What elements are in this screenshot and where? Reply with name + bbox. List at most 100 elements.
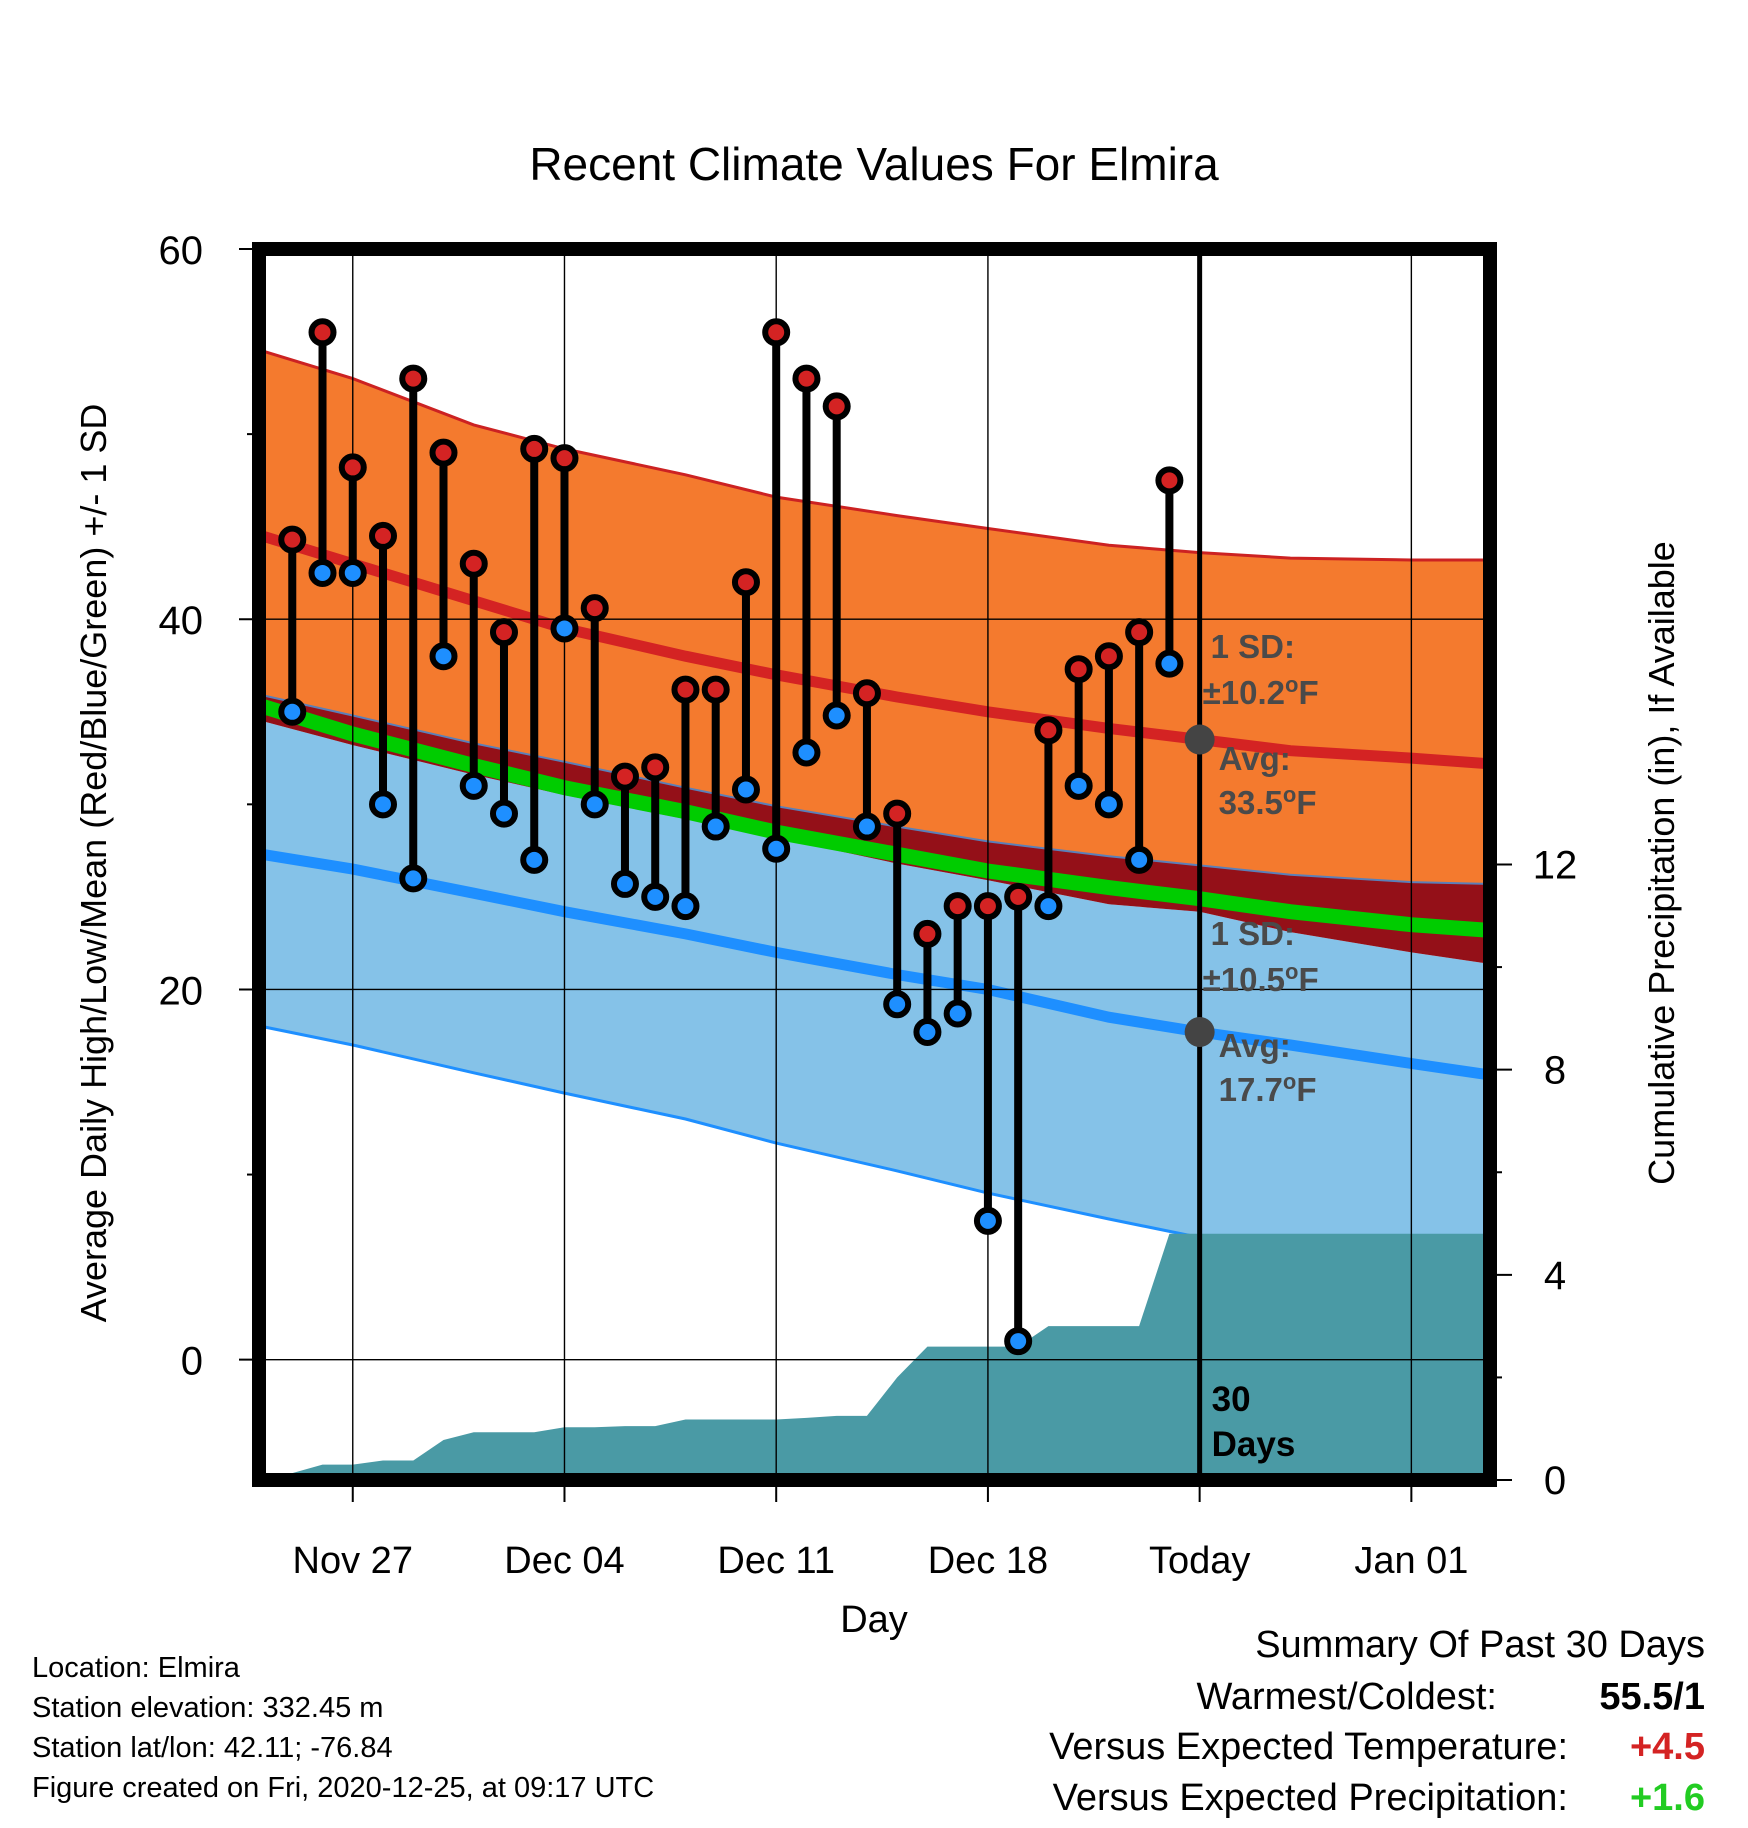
high-point (1034, 716, 1063, 745)
low-point (822, 701, 851, 730)
footer-location: Location: Elmira (32, 1652, 241, 1684)
y-tick-label: 60 (159, 229, 204, 273)
low-point (1034, 892, 1063, 921)
low-point (278, 697, 307, 726)
summary-temp-value: +4.5 (1630, 1726, 1705, 1768)
low-avg-marker (1184, 1017, 1215, 1048)
high-point (671, 675, 700, 704)
x-tick-label: Jan 01 (1354, 1540, 1468, 1582)
high-point (429, 438, 458, 467)
low-avg-value: 17.7oF (1219, 1069, 1317, 1109)
y-tick-label: 20 (159, 969, 204, 1013)
low-point (399, 864, 428, 893)
high-point (731, 568, 760, 597)
high-point (1004, 882, 1033, 911)
high-point (1155, 466, 1184, 495)
y-tick-label: 40 (159, 599, 204, 643)
low-point (731, 775, 760, 804)
x-tick-label: Nov 27 (293, 1540, 413, 1582)
high-point (792, 364, 821, 393)
low-point (883, 990, 912, 1019)
low-point (973, 1206, 1002, 1235)
y-axis-label: Average Daily High/Low/Mean (Red/Blue/Gr… (73, 404, 114, 1323)
footer-info: Location: Elmira Station elevation: 332.… (32, 1652, 654, 1804)
low-point (641, 882, 670, 911)
high-point (278, 525, 307, 554)
today-days-label: Days (1212, 1425, 1296, 1464)
low-point (762, 834, 791, 863)
high-point (822, 392, 851, 421)
x-tick-label: Today (1149, 1540, 1250, 1582)
low-point (943, 999, 972, 1028)
low-point (671, 892, 700, 921)
low-point (580, 790, 609, 819)
high-upper-line (261, 349, 1487, 562)
precip-area (277, 1233, 1488, 1480)
high-point (1125, 618, 1154, 647)
low-point (852, 812, 881, 841)
summary-warm-cold-label: Warmest/Coldest: (1196, 1676, 1497, 1718)
high-point (943, 892, 972, 921)
high-point (973, 892, 1002, 921)
low-point (1094, 790, 1123, 819)
low-point (1125, 845, 1154, 874)
high-point (701, 675, 730, 704)
high-point (852, 679, 881, 708)
high-avg-label: Avg: (1219, 740, 1291, 777)
summary-title: Summary Of Past 30 Days (1255, 1624, 1705, 1666)
high-point (610, 762, 639, 791)
y-tick-label: 0 (181, 1340, 203, 1384)
summary-precip-value: +1.6 (1630, 1777, 1705, 1819)
high-avg-marker (1184, 724, 1215, 755)
y2-tick-label: 8 (1544, 1049, 1566, 1093)
high-point (459, 549, 488, 578)
high-point (762, 318, 791, 347)
y2-axis-label: Cumulative Precipitation (in), If Availa… (1641, 541, 1682, 1185)
low-point (369, 790, 398, 819)
x-tick-label: Dec 11 (717, 1540, 835, 1582)
footer-created: Figure created on Fri, 2020-12-25, at 09… (32, 1772, 654, 1804)
high-point (308, 318, 337, 347)
low-point (520, 845, 549, 874)
high-point (369, 521, 398, 550)
high-point (913, 919, 942, 948)
high-point (883, 799, 912, 828)
x-tick-label: Dec 18 (928, 1540, 1048, 1582)
x-tick-label: Dec 04 (504, 1540, 624, 1582)
low-point (913, 1018, 942, 1047)
low-point (610, 869, 639, 898)
high-point (520, 434, 549, 463)
high-avg-value: 33.5oF (1219, 782, 1317, 822)
low-point (429, 642, 458, 671)
low-point (1004, 1327, 1033, 1356)
low-point (1064, 771, 1093, 800)
summary-panel: Summary Of Past 30 Days Warmest/Coldest:… (1049, 1624, 1705, 1819)
high-sd-label: 1 SD: (1211, 628, 1295, 665)
footer-elevation: Station elevation: 332.45 m (32, 1692, 383, 1724)
high-point (550, 444, 579, 473)
summary-temp-label: Versus Expected Temperature: (1049, 1726, 1568, 1768)
low-sd-band (262, 721, 1487, 1286)
footer-latlon: Station lat/lon: 42.11; -76.84 (32, 1732, 393, 1764)
high-point (338, 453, 367, 482)
y2-tick-label: 12 (1533, 844, 1578, 888)
summary-precip-label: Versus Expected Precipitation: (1053, 1777, 1568, 1819)
summary-warm-cold-value: 55.5/1 (1599, 1676, 1705, 1718)
high-point (580, 594, 609, 623)
high-point (399, 364, 428, 393)
today-days-label: 30 (1212, 1380, 1251, 1419)
chart-title: Recent Climate Values For Elmira (529, 138, 1219, 190)
y2-tick-label: 4 (1544, 1254, 1566, 1298)
low-point (550, 614, 579, 643)
low-point (1155, 649, 1184, 678)
low-point (459, 771, 488, 800)
low-point (792, 738, 821, 767)
high-point (489, 618, 518, 647)
low-avg-label: Avg: (1219, 1027, 1291, 1064)
low-point (701, 812, 730, 841)
high-point (641, 753, 670, 782)
low-sd-value: ±10.5oF (1203, 959, 1319, 999)
high-point (1094, 642, 1123, 671)
low-point (338, 558, 367, 587)
